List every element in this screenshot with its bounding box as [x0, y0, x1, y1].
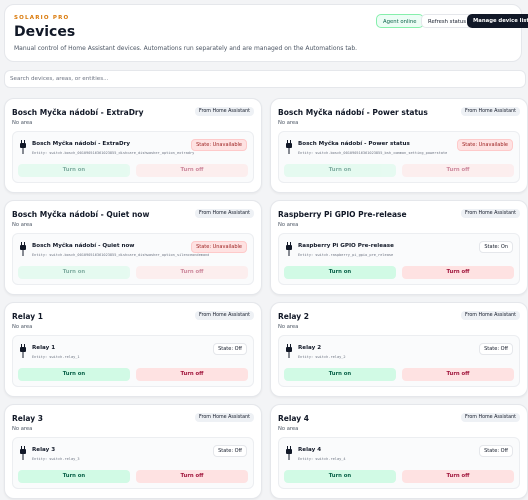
entity-row: Bosch Myčka nádobí - Quiet now Entity: sw…: [12, 233, 254, 285]
area-label: No area: [278, 222, 299, 228]
brand: SOLARIO PRO: [14, 15, 70, 21]
device-card: Relay 4 From Home Assistant No area Relay 4…: [270, 404, 528, 499]
page-title: Devices: [14, 24, 76, 40]
device-card: Bosch Myčka nádobí - Quiet now From Home …: [4, 200, 262, 295]
entity-name: Relay 3: [32, 447, 56, 453]
area-label: No area: [12, 222, 33, 228]
plug-icon: [20, 446, 26, 460]
entity-id: Entity: switch.raspberry_pi_gpio_pre_rel…: [298, 253, 394, 257]
turn-off-button[interactable]: Turn off: [402, 368, 514, 381]
device-card: Bosch Myčka nádobí - ExtraDry From Home A…: [4, 98, 262, 193]
area-label: No area: [278, 324, 299, 330]
turn-on-button[interactable]: Turn on: [18, 164, 130, 177]
source-badge: From Home Assistant: [195, 311, 254, 320]
turn-on-button[interactable]: Turn on: [284, 470, 396, 483]
area-label: No area: [12, 120, 33, 126]
refresh-button[interactable]: Refresh status: [421, 14, 473, 28]
entity-id: Entity: switch.bosch_001090516361023855_…: [32, 151, 195, 155]
area-label: No area: [12, 426, 33, 432]
device-card: Raspberry Pi GPIO Pre-release From Home A…: [270, 200, 528, 295]
description: Manual control of Home Assistant devices…: [14, 45, 358, 52]
turn-on-button[interactable]: Turn on: [18, 266, 130, 279]
plug-icon: [20, 242, 26, 256]
entity-id: Entity: switch.relay_2: [298, 355, 346, 359]
state-badge: State: Off: [213, 343, 247, 355]
area-label: No area: [278, 120, 299, 126]
card-title: Bosch Myčka nádobí - Power status: [278, 108, 428, 117]
plug-icon: [20, 140, 26, 154]
entity-row: Relay 3 Entity: switch.relay_3 State: Off T…: [12, 437, 254, 489]
card-title: Bosch Myčka nádobí - Quiet now: [12, 210, 150, 219]
state-badge: State: Unavailable: [191, 139, 247, 151]
card-title: Relay 3: [12, 414, 43, 423]
entity-id: Entity: switch.relay_4: [298, 457, 346, 461]
entity-name: Relay 1: [32, 345, 56, 351]
entity-row: Raspberry Pi GPIO Pre-release Entity: swi…: [278, 233, 520, 285]
search-input[interactable]: Search devices, areas, or entities...: [4, 70, 526, 88]
turn-off-button[interactable]: Turn off: [402, 266, 514, 279]
entity-name: Relay 2: [298, 345, 322, 351]
state-badge: State: Unavailable: [457, 139, 513, 151]
turn-on-button[interactable]: Turn on: [284, 164, 396, 177]
source-badge: From Home Assistant: [461, 107, 520, 116]
source-badge: From Home Assistant: [195, 413, 254, 422]
area-label: No area: [278, 426, 299, 432]
turn-off-button[interactable]: Turn off: [136, 368, 248, 381]
entity-id: Entity: switch.relay_1: [32, 355, 80, 359]
entity-row: Relay 4 Entity: switch.relay_4 State: Off T…: [278, 437, 520, 489]
turn-off-button[interactable]: Turn off: [402, 164, 514, 177]
entity-row: Relay 1 Entity: switch.relay_1 State: Off T…: [12, 335, 254, 387]
device-card: Bosch Myčka nádobí - Power status From Ho…: [270, 98, 528, 193]
entity-id: Entity: switch.relay_3: [32, 457, 80, 461]
state-badge: State: Off: [479, 343, 513, 355]
turn-off-button[interactable]: Turn off: [136, 470, 248, 483]
plug-icon: [286, 344, 292, 358]
turn-off-button[interactable]: Turn off: [136, 266, 248, 279]
source-badge: From Home Assistant: [195, 209, 254, 218]
entity-name: Raspberry Pi GPIO Pre-release: [298, 243, 394, 249]
plug-icon: [20, 344, 26, 358]
area-label: No area: [12, 324, 33, 330]
card-title: Bosch Myčka nádobí - ExtraDry: [12, 108, 144, 117]
entity-name: Bosch Myčka nádobí - Quiet now: [32, 243, 135, 249]
source-badge: From Home Assistant: [461, 209, 520, 218]
turn-off-button[interactable]: Turn off: [136, 164, 248, 177]
entity-id: Entity: switch.bosch_001090516361023855_…: [298, 151, 448, 155]
entity-row: Bosch Myčka nádobí - ExtraDry Entity: swi…: [12, 131, 254, 183]
source-badge: From Home Assistant: [195, 107, 254, 116]
card-title: Relay 4: [278, 414, 309, 423]
state-badge: State: Off: [213, 445, 247, 457]
agent-status: Agent online: [376, 14, 424, 28]
device-card: Relay 3 From Home Assistant No area Relay 3…: [4, 404, 262, 499]
manage-button[interactable]: Manage device list: [467, 14, 528, 28]
turn-on-button[interactable]: Turn on: [18, 368, 130, 381]
state-badge: State: On: [479, 241, 513, 253]
device-grid: Bosch Myčka nádobí - ExtraDry From Home A…: [4, 98, 528, 499]
card-title: Relay 1: [12, 312, 43, 321]
turn-on-button[interactable]: Turn on: [284, 266, 396, 279]
entity-name: Relay 4: [298, 447, 322, 453]
device-card: Relay 1 From Home Assistant No area Relay 1…: [4, 302, 262, 397]
entity-row: Relay 2 Entity: switch.relay_2 State: Off T…: [278, 335, 520, 387]
entity-name: Bosch Myčka nádobí - ExtraDry: [32, 141, 131, 147]
turn-off-button[interactable]: Turn off: [402, 470, 514, 483]
entity-id: Entity: switch.bosch_001090516361023855_…: [32, 253, 210, 257]
turn-on-button[interactable]: Turn on: [284, 368, 396, 381]
entity-row: Bosch Myčka nádobí - Power status Entity:…: [278, 131, 520, 183]
plug-icon: [286, 446, 292, 460]
header: SOLARIO PRO Devices Manual control of Ho…: [4, 4, 528, 62]
state-badge: State: Unavailable: [191, 241, 247, 253]
entity-name: Bosch Myčka nádobí - Power status: [298, 141, 410, 147]
card-title: Relay 2: [278, 312, 309, 321]
source-badge: From Home Assistant: [461, 311, 520, 320]
device-card: Relay 2 From Home Assistant No area Relay 2…: [270, 302, 528, 397]
plug-icon: [286, 140, 292, 154]
source-badge: From Home Assistant: [461, 413, 520, 422]
plug-icon: [286, 242, 292, 256]
turn-on-button[interactable]: Turn on: [18, 470, 130, 483]
card-title: Raspberry Pi GPIO Pre-release: [278, 210, 407, 219]
state-badge: State: Off: [479, 445, 513, 457]
